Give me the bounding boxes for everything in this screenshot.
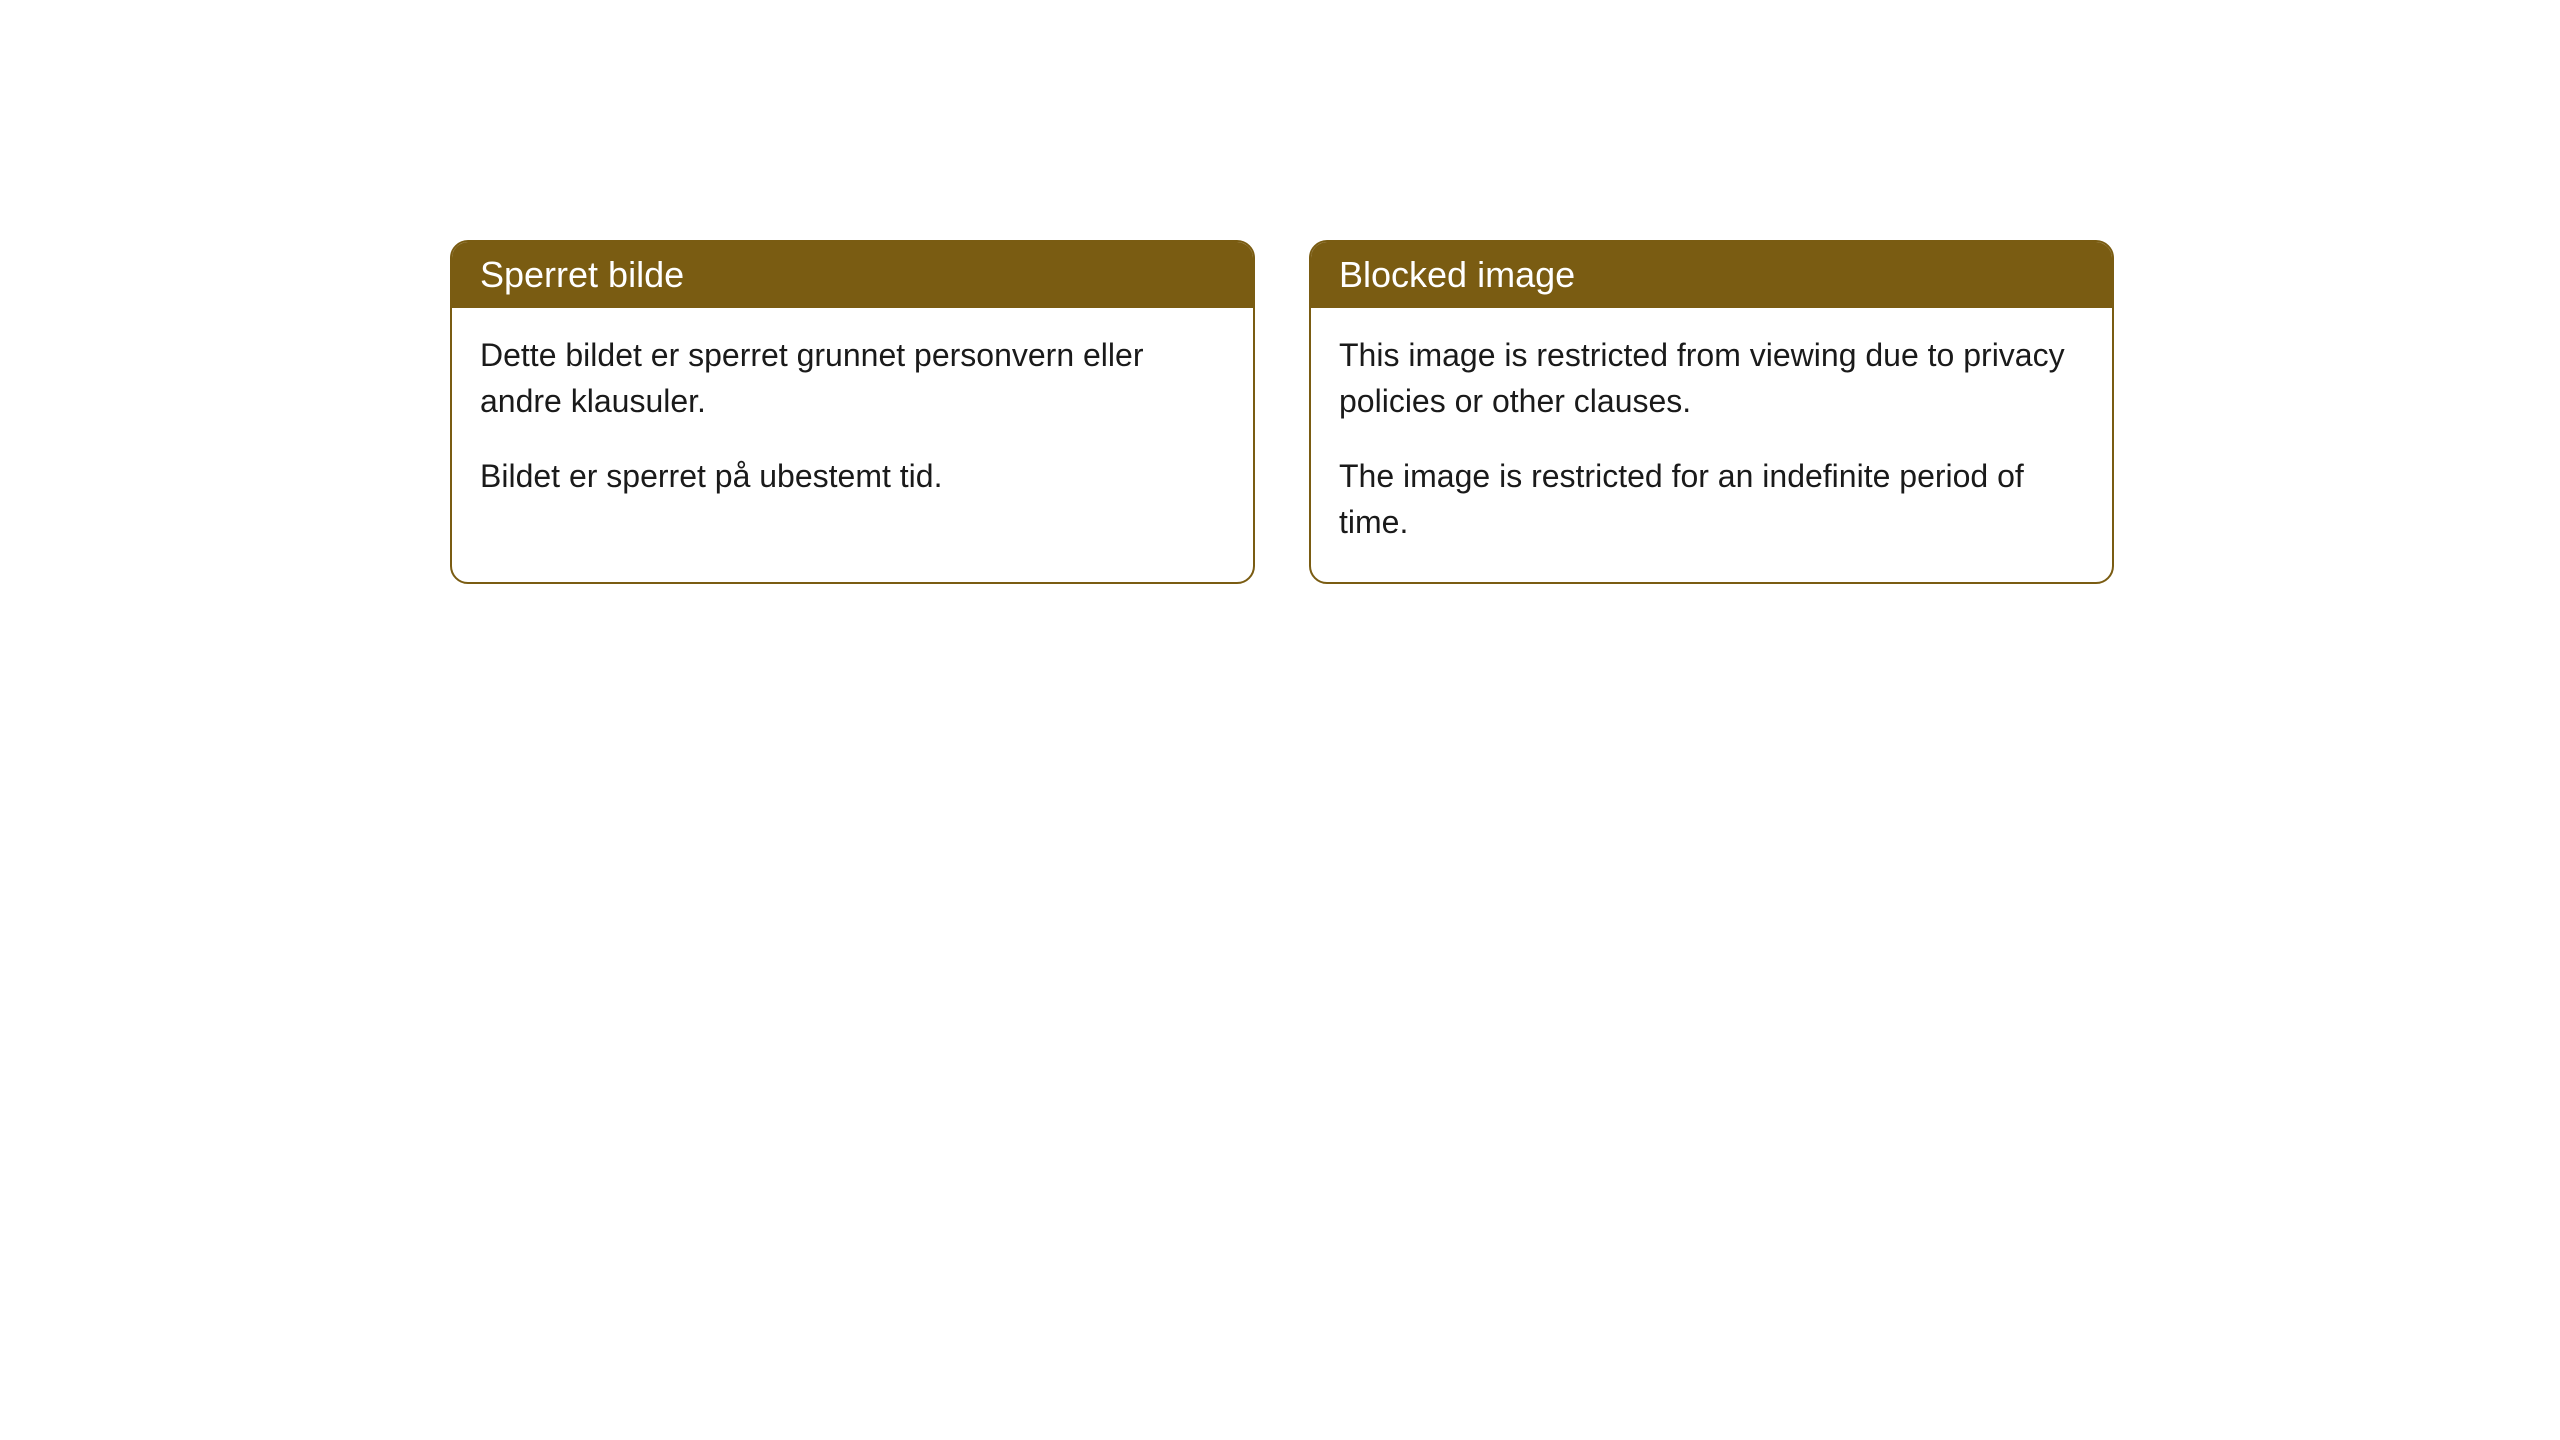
card-header: Blocked image [1311,242,2112,308]
blocked-image-card-english: Blocked image This image is restricted f… [1309,240,2114,584]
card-paragraph-2: Bildet er sperret på ubestemt tid. [480,453,1225,499]
notice-container: Sperret bilde Dette bildet er sperret gr… [0,0,2560,584]
card-title: Sperret bilde [480,254,684,295]
card-paragraph-1: This image is restricted from viewing du… [1339,332,2084,425]
card-body: This image is restricted from viewing du… [1311,308,2112,582]
card-paragraph-2: The image is restricted for an indefinit… [1339,453,2084,546]
card-paragraph-1: Dette bildet er sperret grunnet personve… [480,332,1225,425]
blocked-image-card-norwegian: Sperret bilde Dette bildet er sperret gr… [450,240,1255,584]
card-body: Dette bildet er sperret grunnet personve… [452,308,1253,535]
card-title: Blocked image [1339,254,1575,295]
card-header: Sperret bilde [452,242,1253,308]
